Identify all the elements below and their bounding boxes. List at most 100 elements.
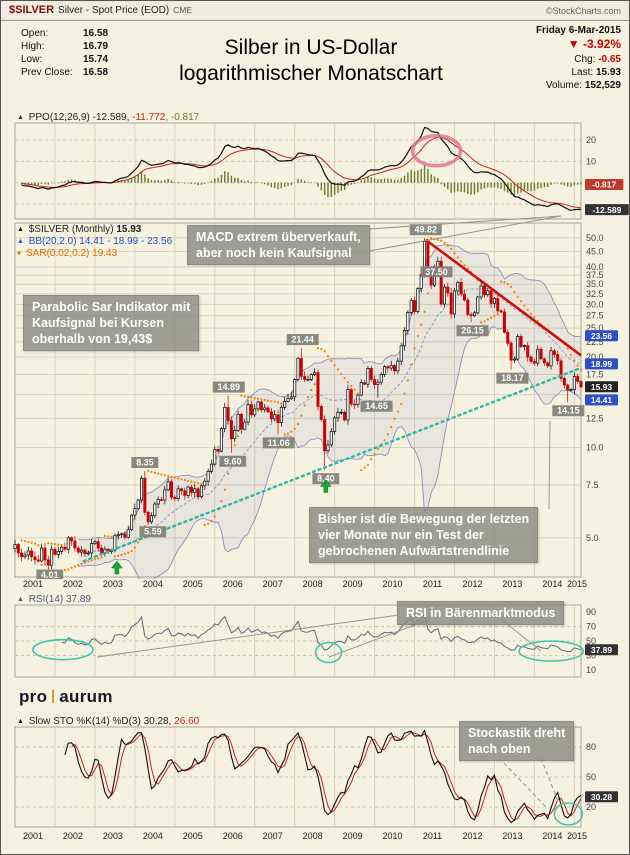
svg-text:35.0: 35.0	[586, 279, 604, 289]
svg-text:18.99: 18.99	[591, 359, 613, 369]
ppo-highlight-ellipse	[410, 133, 463, 168]
year-label: 2006	[222, 579, 243, 589]
svg-text:4.01: 4.01	[41, 570, 59, 579]
svg-text:23.56: 23.56	[591, 331, 613, 341]
sto-d-value: 26.60	[174, 716, 200, 727]
quote-high-value: 16.79	[83, 41, 109, 52]
quote-low-label: Low:	[21, 54, 43, 65]
buy-arrow-icon	[319, 479, 332, 493]
chart-title: Silber in US-Dollar logarithmischer Mona…	[136, 35, 486, 87]
quote-date: Friday 6-Mar-2015	[535, 25, 621, 36]
price-label	[420, 266, 453, 278]
quote-stats: Friday 6-Mar-2015 ▼ -3.92% Chg: -0.65 La…	[536, 25, 621, 92]
rsi-oval-annotation	[518, 640, 584, 662]
svg-text:27.5: 27.5	[586, 311, 604, 321]
price-label	[552, 405, 585, 417]
svg-text:49.82: 49.82	[414, 225, 437, 235]
svg-text:25.0: 25.0	[586, 323, 604, 333]
year-label: 2011	[422, 579, 443, 589]
svg-text:30.28: 30.28	[591, 792, 613, 802]
year-label: 2007	[262, 579, 283, 589]
svg-text:20: 20	[586, 802, 596, 812]
price-label	[360, 400, 393, 412]
year-label: 2010	[382, 579, 403, 589]
pct-change-row: ▼ -3.92%	[536, 37, 621, 51]
x-axis-years: 2001 2002 2003 2004 2005 2006 2007 2008 2009 2010…	[1, 831, 629, 843]
sto-k-value: 30.28,	[143, 716, 172, 727]
year-label: 2005	[182, 831, 203, 841]
ppo-hist-value: -0.817	[170, 112, 200, 123]
callout-rsi: RSI in Bärenmarktmodus	[397, 601, 565, 625]
rsi-oval-annotation	[314, 641, 343, 664]
pro-aurum-logo: pro aurum	[19, 687, 113, 707]
svg-text:17.5: 17.5	[586, 370, 604, 380]
main-legend-sar: ● SAR(0.02,0.2) 19.43	[17, 248, 117, 259]
price-label	[286, 334, 319, 346]
svg-text:21.44: 21.44	[291, 335, 314, 345]
quote-low: Low: 15.74	[21, 53, 108, 66]
year-label: 2014	[542, 579, 563, 589]
price-label	[262, 437, 295, 449]
year-label: 2009	[342, 831, 363, 841]
year-label: 2012	[462, 831, 483, 841]
year-label: 2002	[62, 579, 83, 589]
rsi-line-icon: ▲	[17, 596, 24, 603]
svg-text:10: 10	[586, 665, 596, 675]
year-label: 2014	[542, 831, 563, 841]
svg-text:50: 50	[586, 636, 596, 646]
year-label: 2002	[62, 831, 83, 841]
quote-prevclose-value: 16.58	[83, 67, 109, 78]
year-label: 2003	[102, 831, 123, 841]
year-label: 2015	[566, 831, 588, 841]
candlestick-icon: ▲	[17, 226, 24, 233]
year-label: 2010	[382, 831, 403, 841]
svg-text:26.15: 26.15	[461, 326, 484, 336]
svg-text:7.5: 7.5	[586, 480, 599, 490]
sto-legend: ▲ Slow STO %K(14) %D(3) 30.28, 26.60	[17, 716, 199, 727]
chart-header: $SILVER Silver - Spot Price (EOD) CME ©Sto…	[1, 1, 629, 21]
year-label: 2007	[262, 831, 283, 841]
rsi-value: 37.89	[65, 594, 91, 605]
ppo-legend: ▲ PPO(12,26,9) -12.589, -11.772, -0.817	[17, 112, 199, 123]
copyright: ©StockCharts.com	[545, 6, 621, 16]
quote-panel: Open: 16.58 High: 16.79 Low: 15.74 Prev Clo…	[21, 27, 108, 79]
year-label: 2003	[102, 579, 123, 589]
sar-icon: ●	[17, 250, 22, 257]
year-label: 2008	[302, 579, 323, 589]
main-legend-symbol: ▲ $SILVER (Monthly) 15.93	[17, 224, 141, 235]
exchange-label: CME	[173, 5, 193, 15]
ppo-plot: 20 10 -0.817 -12.589	[14, 122, 629, 220]
price-label	[36, 569, 64, 579]
main-last-value: 15.93	[116, 224, 142, 235]
rsi-legend: ▲ RSI(14) 37.89	[17, 594, 91, 605]
price-label	[219, 455, 247, 467]
volume-value: 152,529	[584, 80, 621, 91]
svg-text:30: 30	[586, 650, 596, 660]
callout-stochastic: Stockastik dreht nach oben	[459, 721, 575, 761]
quote-open-value: 16.58	[83, 28, 109, 39]
year-label: 2009	[342, 579, 363, 589]
bb-icon: ▲	[17, 238, 24, 245]
callout-macd: MACD extrem überverkauft, aber noch kein…	[187, 225, 370, 265]
ppo-line-icon: ▲	[17, 114, 24, 121]
down-arrow-icon: ▼	[567, 37, 580, 51]
svg-text:-0.817: -0.817	[592, 180, 616, 190]
svg-text:-12.589: -12.589	[592, 205, 621, 215]
sto-legend-label: Slow STO %K(14) %D(3)	[28, 716, 141, 727]
price-label	[456, 325, 489, 337]
svg-text:50.0: 50.0	[586, 233, 604, 243]
quote-low-value: 15.74	[83, 54, 109, 65]
svg-text:14.15: 14.15	[557, 406, 580, 416]
svg-text:14.65: 14.65	[365, 401, 388, 411]
volume-label: Volume:	[545, 80, 583, 91]
svg-text:37.50: 37.50	[425, 267, 448, 277]
chg-value: -0.65	[598, 54, 621, 65]
svg-text:37.89: 37.89	[591, 645, 613, 655]
sar-label: SAR(0.02,0.2) 19.43	[26, 248, 118, 259]
year-label: 2006	[222, 831, 243, 841]
quote-high-label: High:	[21, 41, 45, 52]
bb-label: BB(20,2.0) 14.41 - 18.99 - 23.56	[28, 236, 173, 247]
year-label: 2008	[302, 831, 323, 841]
year-label: 2015	[566, 579, 588, 589]
svg-text:70: 70	[586, 622, 596, 632]
